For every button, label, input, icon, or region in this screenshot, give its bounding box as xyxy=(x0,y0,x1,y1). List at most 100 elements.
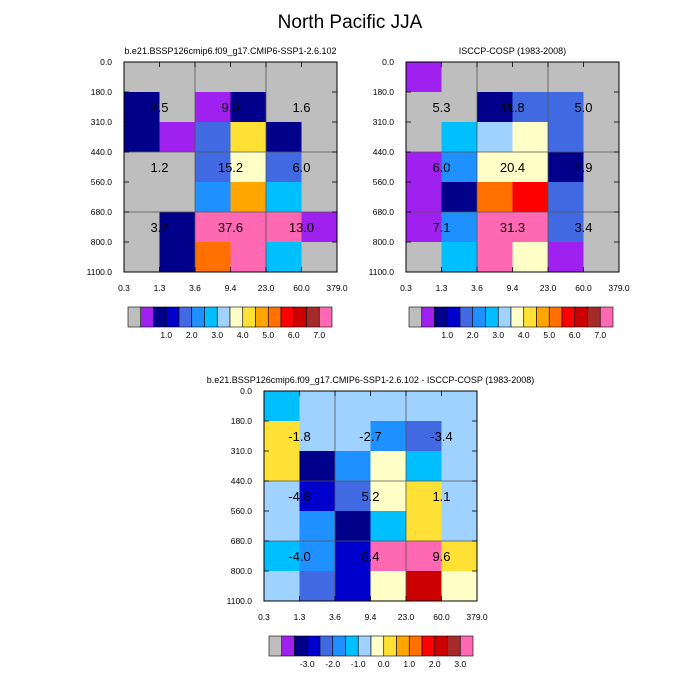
colorbar-swatch xyxy=(396,635,410,657)
colorbar-label: 1.0 xyxy=(441,330,453,340)
heatmap-cell xyxy=(406,511,442,542)
heatmap-cell xyxy=(266,92,302,123)
heatmap-cell xyxy=(299,541,336,572)
heatmap-cell xyxy=(441,421,478,452)
heatmap-cell xyxy=(406,212,442,243)
colorbar-swatch xyxy=(497,306,512,328)
group-value-label: 2.5 xyxy=(150,100,168,115)
group-value-label: 7.1 xyxy=(432,220,450,235)
heatmap-cell xyxy=(477,152,513,183)
colorbar-swatch xyxy=(293,306,307,328)
colorbar-label: 5.0 xyxy=(262,330,274,340)
heatmap-cell xyxy=(406,152,442,183)
heatmap-cell xyxy=(370,541,407,572)
group-value-label: -4.8 xyxy=(288,489,310,504)
heatmap-cell xyxy=(124,152,160,183)
heatmap-cell xyxy=(406,451,442,482)
heatmap-cell xyxy=(583,152,620,183)
colorbar-label: 7.0 xyxy=(594,330,606,340)
panel-2: ISCCP-COSP (1983-2008) 0.3 1.3 3.6 9.4 23.0 60… xyxy=(369,46,630,340)
colorbar-swatch xyxy=(255,306,269,328)
heatmap-cell xyxy=(441,92,478,123)
heatmap-cell xyxy=(299,571,336,602)
colorbar-swatch xyxy=(204,306,218,328)
y-tick-label: 1100.0 xyxy=(369,267,395,277)
colorbar-swatch xyxy=(281,635,295,657)
colorbar-swatch xyxy=(216,306,231,328)
x-tick-label: 60.0 xyxy=(575,283,592,293)
colorbar-label: 6.0 xyxy=(569,330,581,340)
heatmap-cell xyxy=(299,511,336,542)
heatmap-cell xyxy=(406,242,442,273)
heatmap-cell xyxy=(266,212,302,243)
heatmap-cell xyxy=(477,92,513,123)
colorbar-swatch xyxy=(332,635,346,657)
heatmap-cell xyxy=(548,122,584,153)
group-value-label: 37.6 xyxy=(218,220,243,235)
heatmap-cell xyxy=(512,122,549,153)
y-tick-label: 560.0 xyxy=(373,177,395,187)
heatmap-cell xyxy=(230,152,267,183)
group-value-label: 3.4 xyxy=(574,220,592,235)
x-tick-label: 3.6 xyxy=(189,283,201,293)
heatmap-cell xyxy=(230,242,267,273)
heatmap-cell xyxy=(195,242,231,273)
colorbar-swatch xyxy=(548,306,563,328)
heatmap-cell xyxy=(477,182,513,213)
heatmap-cell xyxy=(230,92,267,123)
heatmap-cell xyxy=(195,122,231,153)
heatmap-cell xyxy=(512,212,549,243)
heatmap-cell xyxy=(512,242,549,273)
heatmap-cell xyxy=(264,511,300,542)
heatmap-cell xyxy=(406,481,442,512)
heatmap-cell xyxy=(441,541,478,572)
panel-title: ISCCP-COSP (1983-2008) xyxy=(459,46,566,56)
x-tick-label: 60.0 xyxy=(433,612,450,622)
heatmap-cell xyxy=(124,242,160,273)
x-tick-label: 9.4 xyxy=(365,612,377,622)
colorbar-label: -1.0 xyxy=(351,659,366,669)
colorbar-swatch xyxy=(485,306,499,328)
heatmap-cell xyxy=(441,481,478,512)
heatmap-cell xyxy=(124,92,160,123)
x-tick-label: 379.0 xyxy=(608,283,630,293)
colorbar: 1.0 2.0 3.0 4.0 5.0 6.0 7.0 xyxy=(127,306,333,340)
y-tick-label: 0.0 xyxy=(240,386,252,396)
heatmap-cell xyxy=(230,212,267,243)
heatmap-cell xyxy=(266,152,302,183)
heatmap-cell xyxy=(406,122,442,153)
group-value-label: 6.0 xyxy=(432,160,450,175)
heatmap-cell xyxy=(477,212,513,243)
x-tick-label: 1.3 xyxy=(154,283,166,293)
colorbar-swatch xyxy=(599,306,614,328)
colorbar-swatch xyxy=(306,635,321,657)
y-tick-label: 800.0 xyxy=(91,237,113,247)
heatmap-cell xyxy=(512,152,549,183)
panel-title: b.e21.BSSP126cmip6.f09_g17.CMIP6-SSP1-2.… xyxy=(207,375,535,385)
x-tick-label: 9.4 xyxy=(507,283,519,293)
colorbar-swatch xyxy=(319,635,334,657)
y-tick-label: 680.0 xyxy=(231,536,253,546)
heatmap-cell xyxy=(583,122,620,153)
heatmap-cell xyxy=(159,212,196,243)
colorbar-label: 0.0 xyxy=(378,659,390,669)
y-tick-label: 0.0 xyxy=(382,57,394,67)
colorbar-label: 5.0 xyxy=(543,330,555,340)
heatmap-cell xyxy=(477,242,513,273)
colorbar-swatch xyxy=(229,306,244,328)
heatmap-cell xyxy=(195,152,231,183)
group-value-label: -3.4 xyxy=(430,429,452,444)
colorbar-swatch xyxy=(421,306,435,328)
y-tick-label: 180.0 xyxy=(373,87,395,97)
heatmap-cell xyxy=(406,391,442,422)
colorbar-swatch xyxy=(318,306,333,328)
colorbar-swatch xyxy=(447,635,461,657)
heatmap-cell xyxy=(477,122,513,153)
heatmap-cell xyxy=(441,182,478,213)
x-tick-label: 1.3 xyxy=(436,283,448,293)
colorbar: -3.0 -2.0 -1.0 0.0 1.0 2.0 3.0 xyxy=(268,635,474,669)
heatmap-cell xyxy=(124,122,160,153)
heatmap-cell xyxy=(335,541,371,572)
colorbar-label: 1.0 xyxy=(403,659,415,669)
